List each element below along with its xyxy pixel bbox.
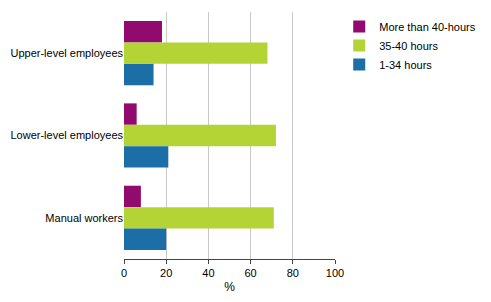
svg-text:60: 60 (244, 267, 256, 279)
svg-text:Lower-level employees: Lower-level employees (11, 129, 124, 141)
svg-text:20: 20 (160, 267, 172, 279)
svg-text:%: % (224, 280, 235, 294)
svg-text:More than 40-hours: More than 40-hours (379, 21, 475, 33)
svg-text:Manual workers: Manual workers (45, 212, 123, 224)
svg-text:0: 0 (121, 267, 127, 279)
svg-text:35-40 hours: 35-40 hours (379, 40, 438, 52)
svg-text:40: 40 (202, 267, 214, 279)
svg-text:1-34 hours: 1-34 hours (379, 59, 432, 71)
svg-text:100: 100 (326, 267, 344, 279)
svg-text:Upper-level employees: Upper-level employees (11, 47, 124, 59)
svg-text:80: 80 (287, 267, 299, 279)
